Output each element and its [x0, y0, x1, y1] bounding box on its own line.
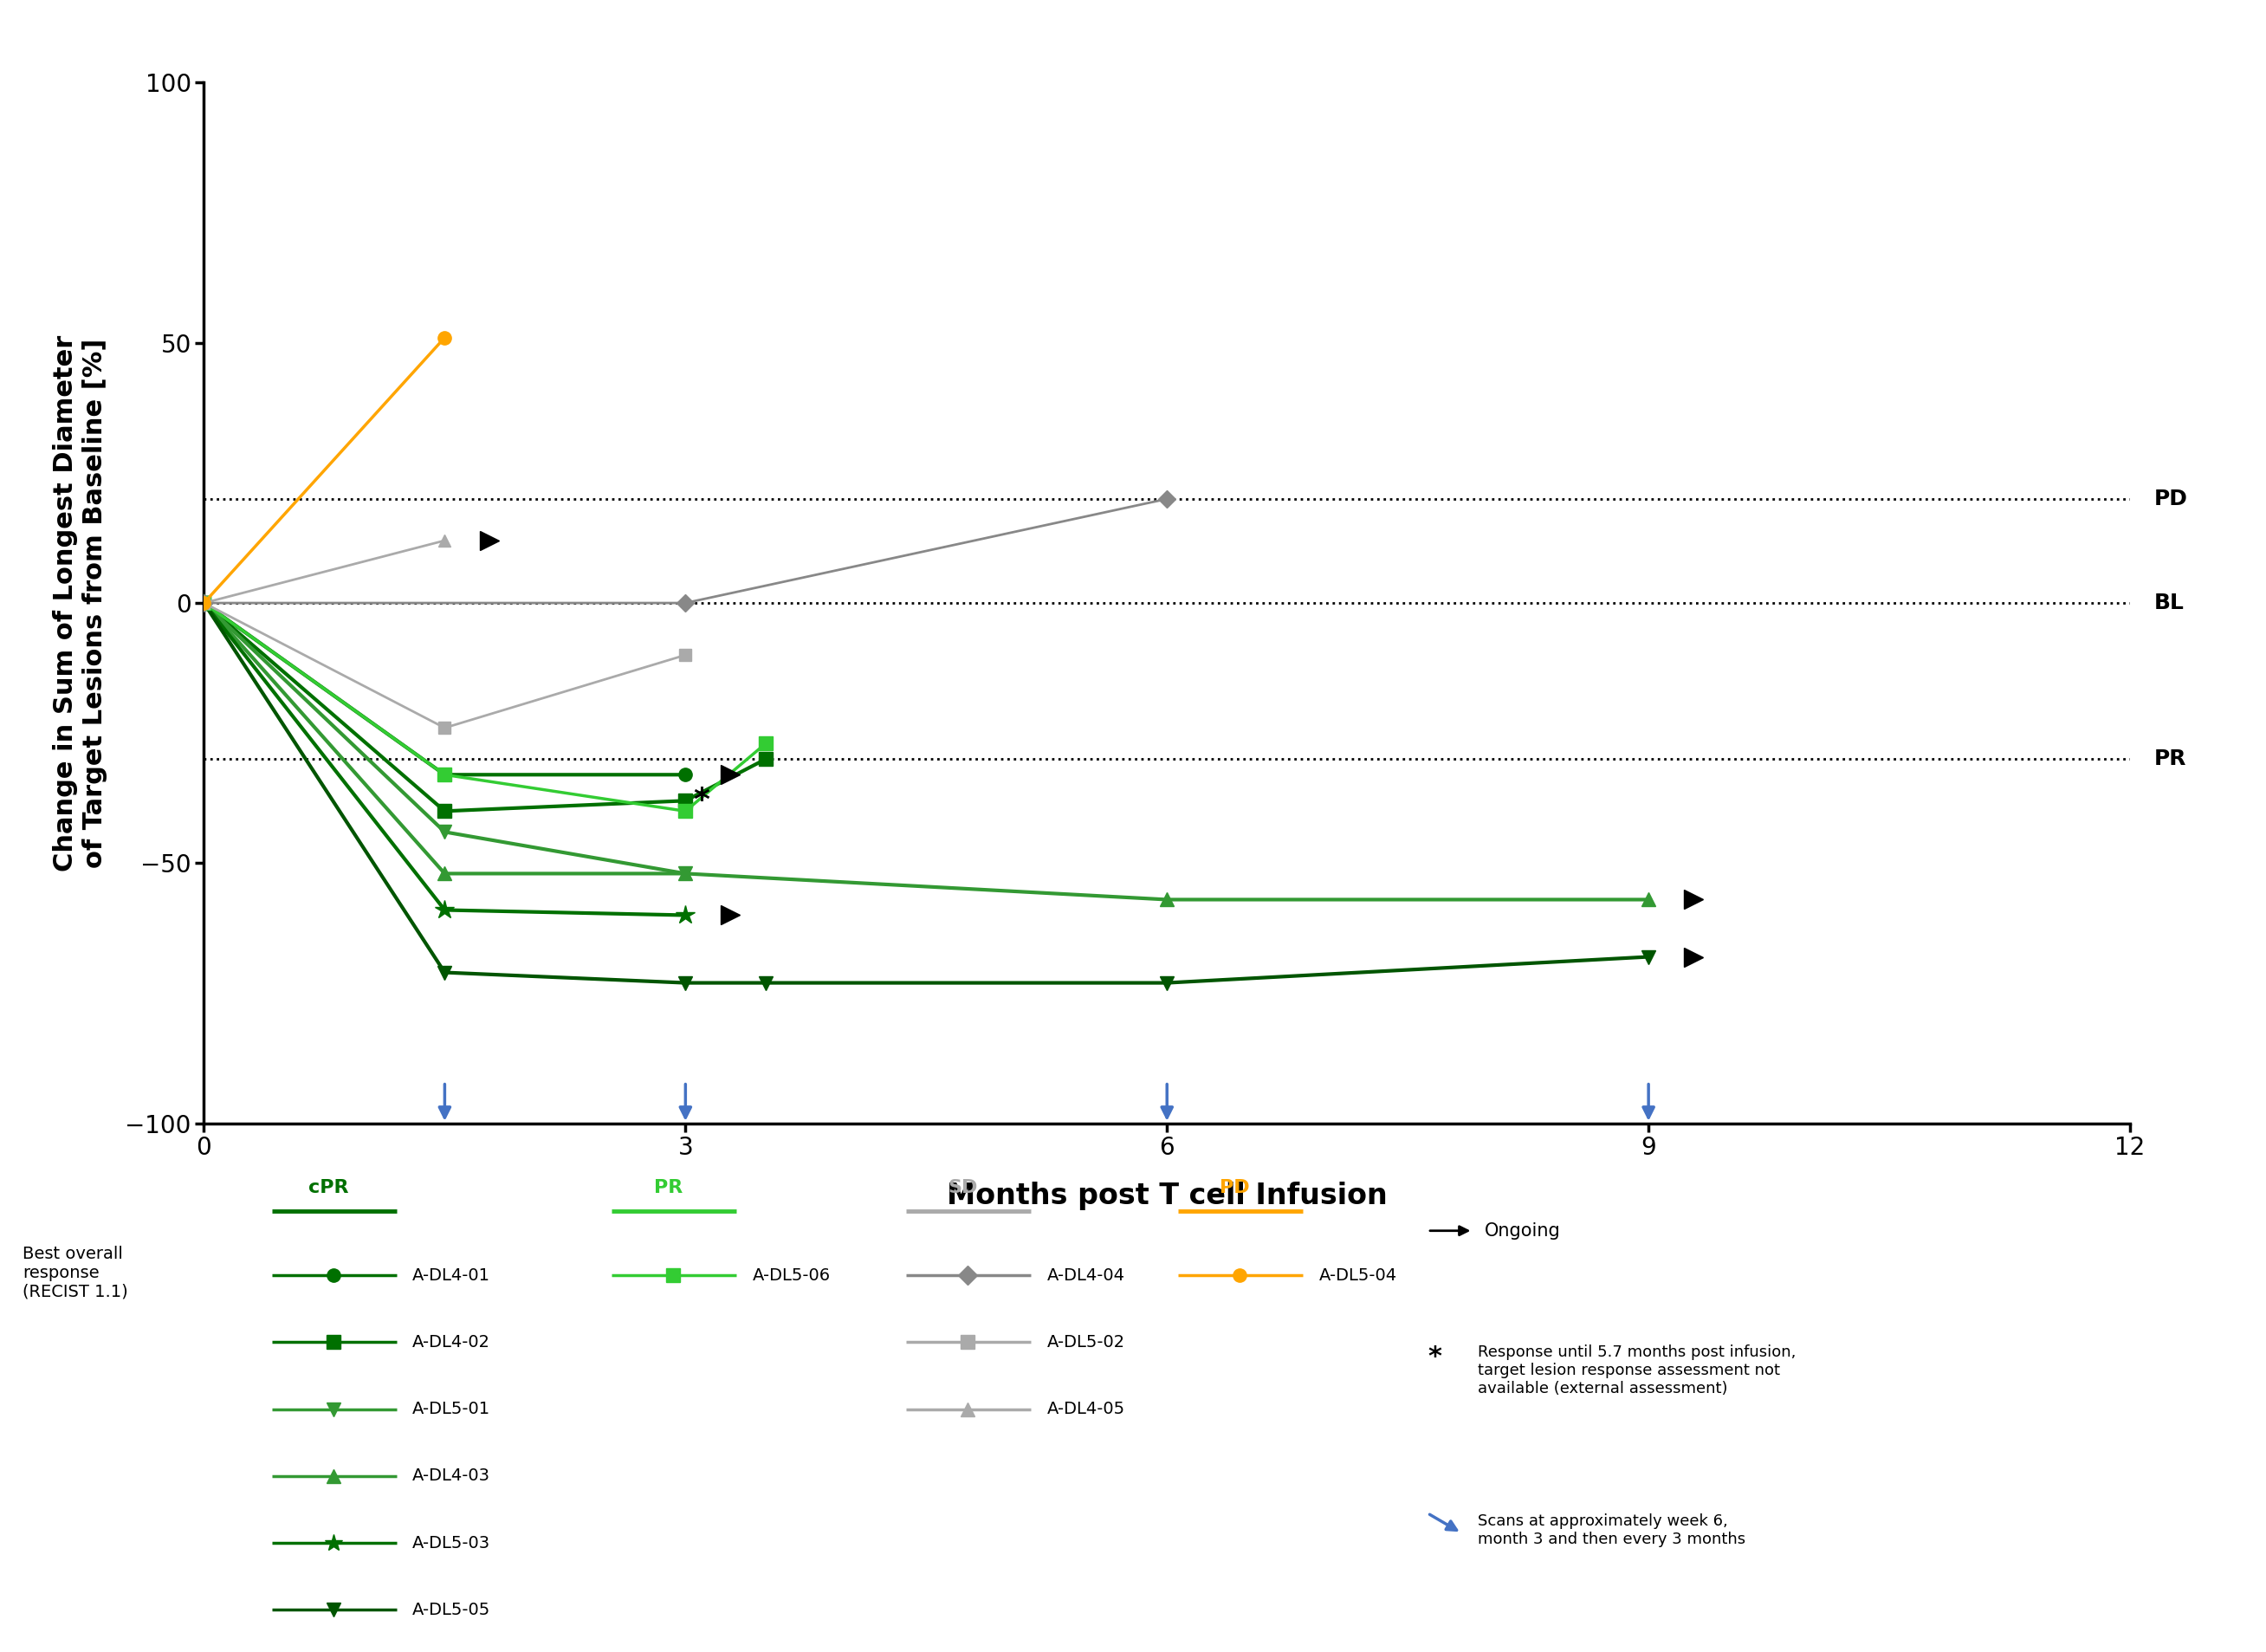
Text: A-DL5-02: A-DL5-02 — [1047, 1335, 1124, 1350]
Text: A-DL5-01: A-DL5-01 — [412, 1401, 489, 1417]
Text: A-DL4-01: A-DL4-01 — [412, 1267, 489, 1284]
Text: A-DL5-05: A-DL5-05 — [412, 1602, 489, 1617]
Text: *: * — [1428, 1345, 1441, 1370]
Text: A-DL5-03: A-DL5-03 — [412, 1535, 489, 1551]
Text: PR: PR — [655, 1180, 682, 1196]
Text: Best overall
response
(RECIST 1.1): Best overall response (RECIST 1.1) — [23, 1246, 129, 1300]
Text: *: * — [693, 786, 709, 816]
Text: PR: PR — [2155, 748, 2187, 770]
Text: PD: PD — [1219, 1180, 1251, 1196]
Text: A-DL4-02: A-DL4-02 — [412, 1335, 489, 1350]
Text: A-DL4-05: A-DL4-05 — [1047, 1401, 1124, 1417]
Text: BL: BL — [2155, 593, 2184, 613]
Text: Response until 5.7 months post infusion,
target lesion response assessment not
a: Response until 5.7 months post infusion,… — [1477, 1345, 1795, 1396]
X-axis label: Months post T cell Infusion: Months post T cell Infusion — [947, 1181, 1387, 1211]
Text: A-DL5-04: A-DL5-04 — [1319, 1267, 1396, 1284]
Text: A-DL4-04: A-DL4-04 — [1047, 1267, 1124, 1284]
Text: PD: PD — [2155, 489, 2187, 509]
Text: A-DL5-06: A-DL5-06 — [752, 1267, 829, 1284]
Text: A-DL4-03: A-DL4-03 — [412, 1469, 489, 1483]
Text: Ongoing: Ongoing — [1484, 1222, 1561, 1239]
Text: cPR: cPR — [308, 1180, 349, 1196]
Text: SD: SD — [947, 1180, 979, 1196]
Text: Scans at approximately week 6,
month 3 and then every 3 months: Scans at approximately week 6, month 3 a… — [1477, 1513, 1745, 1546]
Y-axis label: Change in Sum of Longest Diameter
of Target Lesions from Baseline [%]: Change in Sum of Longest Diameter of Tar… — [52, 335, 107, 871]
